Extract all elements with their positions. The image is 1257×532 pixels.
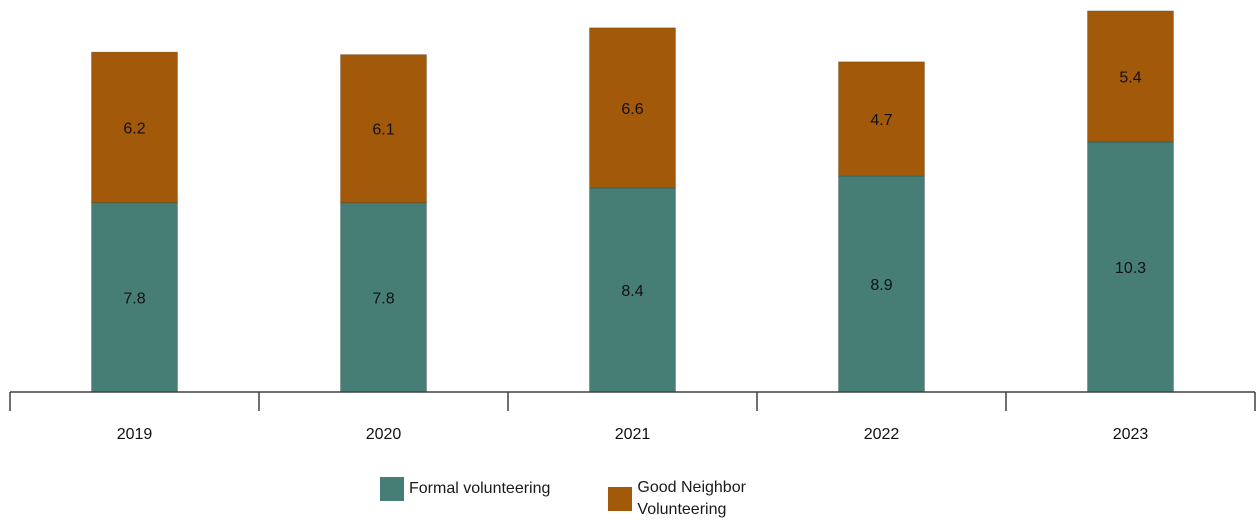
legend-swatch-good-neighbor	[608, 487, 633, 511]
bar-good-neighbor-2022	[838, 61, 925, 177]
data-label-formal-2019: 7.8	[123, 290, 145, 307]
data-label-good-neighbor-2023: 5.4	[1119, 69, 1141, 86]
data-label-good-neighbor-2019: 6.2	[123, 120, 145, 137]
bar-good-neighbor-2019	[91, 51, 178, 204]
legend-swatch-formal	[380, 477, 404, 501]
legend-label-good-neighbor: Good Neighbor Volunteering	[637, 479, 746, 518]
bar-good-neighbor-2020	[340, 54, 427, 204]
legend-item-formal: Formal volunteering	[380, 477, 550, 501]
data-label-formal-2021: 8.4	[621, 283, 643, 300]
x-tick-label-2023: 2023	[1113, 426, 1149, 443]
data-label-formal-2023: 10.3	[1115, 260, 1146, 277]
x-tick-label-2022: 2022	[864, 426, 900, 443]
data-label-good-neighbor-2022: 4.7	[870, 112, 892, 129]
bar-formal-2021	[589, 187, 676, 393]
data-label-formal-2020: 7.8	[372, 290, 394, 307]
bar-good-neighbor-2023	[1087, 10, 1174, 143]
x-tick-label-2019: 2019	[117, 426, 153, 443]
x-tick-label-2021: 2021	[615, 426, 651, 443]
legend-item-good-neighbor: Good Neighbor Volunteering	[608, 477, 797, 521]
bar-formal-2019	[91, 202, 178, 393]
legend-label-formal: Formal volunteering	[409, 480, 551, 497]
data-label-formal-2022: 8.9	[870, 277, 892, 294]
data-label-good-neighbor-2020: 6.1	[372, 122, 394, 139]
legend: Formal volunteering Good Neighbor Volunt…	[380, 477, 855, 527]
bar-good-neighbor-2021	[589, 27, 676, 189]
stacked-bar-chart: 7.8 6.2 2019 7.8 6.1 2020 8.4 6.6 2021 8.9 4.7 2022…	[9, 10, 1256, 443]
x-tick-label-2020: 2020	[366, 426, 402, 443]
data-label-good-neighbor-2021: 6.6	[621, 101, 643, 118]
